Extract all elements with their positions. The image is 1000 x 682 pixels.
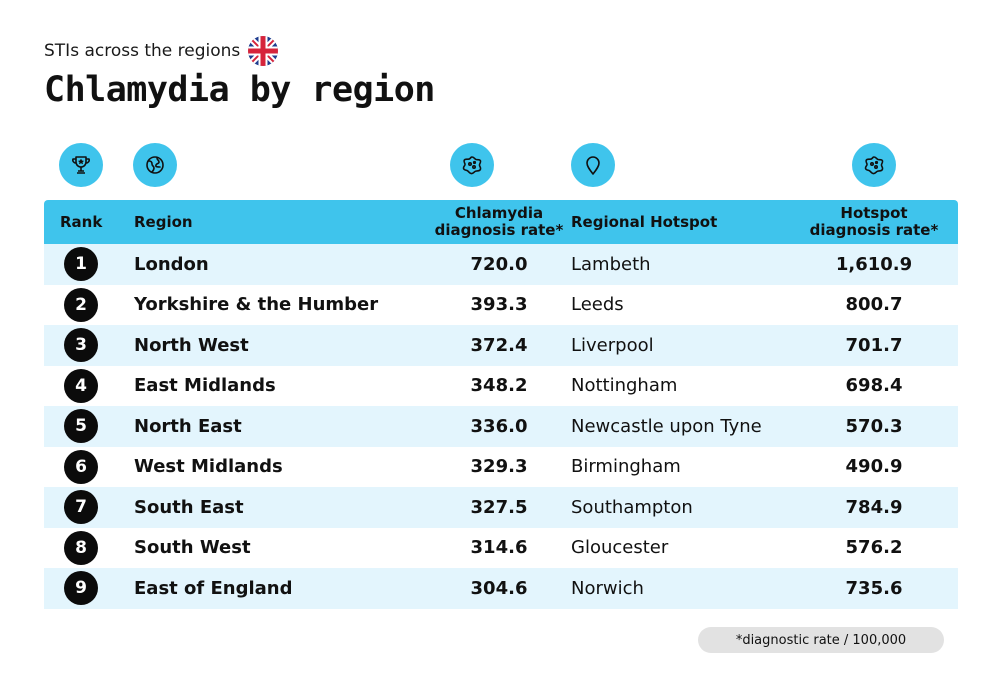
globe-icon: [133, 143, 177, 187]
hotspot-rate: 570.3: [845, 415, 903, 437]
hotspot-rate: 576.2: [845, 537, 903, 559]
region-name: East Midlands: [134, 375, 276, 397]
hotspot-name: Lambeth: [571, 253, 651, 275]
footnote: *diagnostic rate / 100,000: [698, 627, 944, 653]
hotspot-name: Gloucester: [571, 537, 669, 559]
rank-badge: 2: [64, 287, 98, 322]
rank-badge: 7: [64, 490, 98, 525]
chlamydia-rate: 372.4: [470, 334, 528, 356]
table-row: 5 North East 336.0 Newcastle upon Tyne 570.3: [44, 406, 958, 447]
table-row: 7 South East 327.5 Southampton 784.9: [44, 487, 958, 528]
hotspot-name: Liverpool: [571, 334, 654, 356]
region-name: North East: [134, 415, 242, 437]
region-name: London: [134, 253, 209, 275]
virus-icon: [852, 143, 896, 187]
region-name: South West: [134, 537, 251, 559]
column-header-rate-label: Chlamydia diagnosis rate*: [434, 204, 564, 239]
chlamydia-rate: 329.3: [470, 456, 528, 478]
rank-cell: 4: [64, 366, 98, 407]
rank-cell: 7: [64, 487, 98, 528]
rank-badge: 4: [64, 368, 98, 403]
column-header-rate: Chlamydia diagnosis rate*: [384, 200, 614, 244]
hotspot-rate: 800.7: [845, 294, 903, 316]
page-title: Chlamydia by region: [44, 70, 435, 110]
subtitle: STIs across the regions: [44, 41, 241, 61]
table-row: 1 London 720.0 Lambeth 1,610.9: [44, 244, 958, 285]
chlamydia-rate: 327.5: [470, 496, 528, 518]
column-header-region: Region: [134, 212, 193, 231]
table-row: 3 North West 372.4 Liverpool 701.7: [44, 325, 958, 366]
column-header-hotspot-rate-label: Hotspot diagnosis rate*: [809, 204, 939, 239]
rank-badge: 9: [64, 571, 98, 606]
region-name: East of England: [134, 577, 293, 599]
table-row: 6 West Midlands 329.3 Birmingham 490.9: [44, 446, 958, 488]
hotspot-name: Nottingham: [571, 375, 678, 397]
subtitle-row: STIs across the regions: [44, 36, 279, 66]
chlamydia-rate: 304.6: [470, 577, 528, 599]
rank-badge: 6: [64, 449, 98, 484]
rank-badge: 8: [64, 530, 98, 565]
hotspot-rate: 701.7: [845, 334, 903, 356]
hotspot-rate: 1,610.9: [835, 253, 913, 275]
rank-badge: 3: [64, 328, 98, 363]
table-row: 8 South West 314.6 Gloucester 576.2: [44, 527, 958, 569]
region-name: Yorkshire & the Humber: [134, 294, 379, 316]
hotspot-name: Norwich: [571, 577, 644, 599]
rank-cell: 8: [64, 528, 98, 569]
table-row: 4 East Midlands 348.2 Nottingham 698.4: [44, 365, 958, 407]
rank-cell: 6: [64, 447, 98, 488]
table-body: 1 London 720.0 Lambeth 1,610.9 2 Yorkshire & t…: [44, 244, 958, 609]
rank-cell: 3: [64, 325, 98, 366]
map-pin-icon: [571, 143, 615, 187]
column-header-rank: Rank: [60, 212, 103, 231]
trophy-icon: [59, 143, 103, 187]
rank-cell: 9: [64, 568, 98, 609]
hotspot-rate: 490.9: [845, 456, 903, 478]
rank-cell: 1: [64, 244, 98, 285]
rank-cell: 2: [64, 285, 98, 326]
hotspot-rate: 698.4: [845, 375, 903, 397]
region-name: West Midlands: [134, 456, 283, 478]
hotspot-name: Birmingham: [571, 456, 681, 478]
table-row: 2 Yorkshire & the Humber 393.3 Leeds 800.7: [44, 284, 958, 326]
uk-flag-icon: [248, 36, 279, 66]
region-table: Rank Region Chlamydia diagnosis rate* Re…: [44, 200, 958, 609]
chlamydia-rate: 314.6: [470, 537, 528, 559]
rank-cell: 5: [64, 406, 98, 447]
column-header-hotspot-rate: Hotspot diagnosis rate*: [784, 200, 964, 244]
region-name: South East: [134, 496, 244, 518]
hotspot-name: Southampton: [571, 496, 693, 518]
chlamydia-rate: 720.0: [470, 253, 528, 275]
hotspot-rate: 735.6: [845, 577, 903, 599]
table-row: 9 East of England 304.6 Norwich 735.6: [44, 568, 958, 609]
table-header: Rank Region Chlamydia diagnosis rate* Re…: [44, 200, 958, 244]
region-name: North West: [134, 334, 249, 356]
hotspot-name: Leeds: [571, 294, 624, 316]
chlamydia-rate: 393.3: [470, 294, 528, 316]
rank-badge: 1: [64, 247, 98, 282]
column-header-hotspot: Regional Hotspot: [571, 212, 718, 231]
hotspot-name: Newcastle upon Tyne: [571, 415, 762, 437]
hotspot-rate: 784.9: [845, 496, 903, 518]
chlamydia-rate: 348.2: [470, 375, 528, 397]
chlamydia-rate: 336.0: [470, 415, 528, 437]
virus-icon: [450, 143, 494, 187]
rank-badge: 5: [64, 409, 98, 444]
